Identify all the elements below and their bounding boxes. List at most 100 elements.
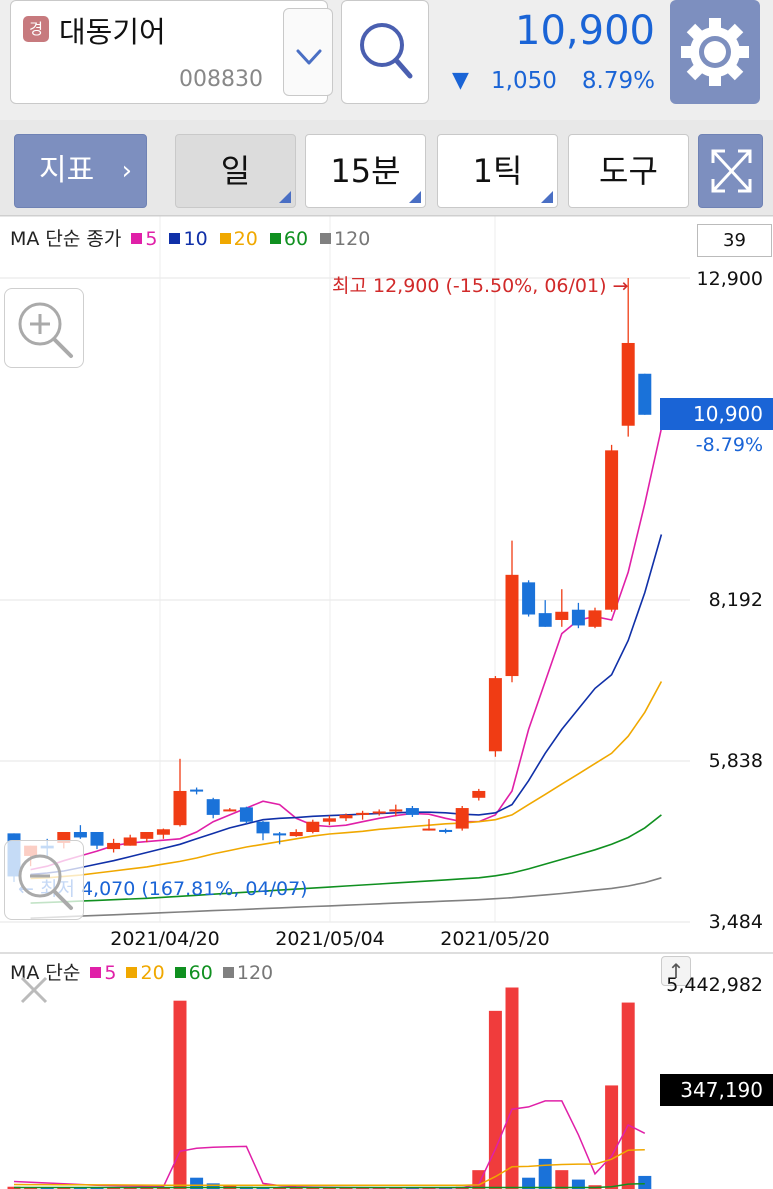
volume-ma-legend[interactable]: MA 단순 5 20 60 120 [10,958,273,985]
volume-bar [505,987,519,1189]
zoom-out-icon [18,854,73,910]
chart-area[interactable]: MA 단순 종가 5 10 20 60 120 39 최고 12,900 (-15.50%… [0,216,773,1189]
volume-bar [555,1170,569,1189]
settings-button[interactable] [670,0,760,104]
stock-dropdown-button[interactable] [283,8,333,96]
ma-legend-label: 60 [283,228,309,250]
candle-body [522,582,536,615]
candle-body [638,373,652,415]
candle-body [57,831,71,843]
x-axis-tick-label: 2021/05/20 [440,928,550,950]
zoom-in-icon [18,302,73,358]
volume-bar [356,1187,370,1189]
candle-body [256,821,270,834]
candle-body [223,809,237,812]
period-15min-button[interactable]: 15분 [305,134,426,208]
period-tick-button[interactable]: 1틱 [437,134,558,208]
candle-body [206,799,220,815]
dropdown-corner-icon [409,191,421,203]
ma-legend-swatch [131,233,143,244]
volume-bar [173,1000,187,1189]
stock-code: 008830 [179,67,263,92]
price-volume-chart[interactable] [0,216,773,1189]
candle-body [439,829,453,832]
candle-count-box[interactable]: 39 [697,224,772,257]
candle-body [588,610,602,627]
ma-legend-swatch [169,233,181,244]
ma-20-line [30,681,663,880]
candle-body [239,807,253,822]
close-indicator-button[interactable] [4,938,62,1018]
volume-bar [571,1179,585,1189]
current-price-marker: 10,900 [660,398,773,430]
gear-icon [681,18,749,86]
candle-body [289,831,303,837]
volume-legend-title: MA 단순 [10,962,81,984]
price-change: 1,050 [491,68,557,94]
volume-bar [123,1187,137,1189]
candle-body [389,809,403,812]
ma-60-line [30,814,662,904]
chevron-right-icon: › [121,156,132,186]
market-badge: 경 [23,16,49,42]
volume-ma-legend-swatch [174,967,186,978]
candle-body [190,789,204,792]
period-15min-label: 15분 [330,152,401,190]
volume-bar [90,1187,104,1189]
current-pct-marker: -8.79% [695,434,763,456]
candle-body [488,678,502,752]
volume-bar [190,1177,204,1189]
y-axis-tick-label: 3,484 [708,911,763,933]
quote-header: 경 대동기어 008830 10,900 ▼ 1,050 8.79% [0,0,773,120]
period-day-label: 일 [220,152,251,190]
candle-body [322,818,336,822]
volume-bar [206,1183,220,1189]
y-axis-tick-label: 8,192 [708,589,763,611]
stock-name-box[interactable]: 경 대동기어 008830 [10,0,333,104]
volume-bar [522,1177,536,1189]
ma-legend-label: 120 [334,228,371,250]
volume-ma-legend-label: 60 [188,962,213,984]
candle-body [123,837,137,846]
tools-button[interactable]: 도구 [568,134,689,208]
volume-bar [621,1002,635,1189]
candle-body [356,812,370,815]
candle-body [173,790,187,826]
chevron-down-icon [296,49,322,65]
y-axis-tick-label: 5,838 [708,750,763,772]
volume-bar [488,1010,502,1189]
scroll-up-button[interactable]: ↑ [661,956,691,986]
candle-body [107,842,121,850]
volume-ma20-line [13,1149,645,1186]
volume-bar [605,1085,619,1189]
ma-legend-title: MA 단순 종가 [10,228,122,250]
zoom-in-button[interactable] [4,288,84,368]
volume-bar [107,1187,121,1189]
volume-ma60-line [14,1182,645,1189]
volume-axis-max-label: 5,442,982 [666,974,763,996]
dropdown-corner-icon [279,191,291,203]
indicator-button[interactable]: 지표 › [14,134,147,208]
expand-button[interactable] [698,134,763,208]
stock-name: 대동기어 [59,15,166,49]
candle-body [73,831,87,838]
candle-body [555,611,569,620]
ma-legend-label: 20 [233,228,258,250]
x-axis-tick-label: 2021/04/20 [110,928,220,950]
high-price-note: 최고 12,900 (-15.50%, 06/01) → [332,275,629,297]
period-day-button[interactable]: 일 [175,134,296,208]
zoom-out-button[interactable] [4,840,84,920]
volume-bar [538,1158,552,1189]
candle-body [339,814,353,819]
volume-bar [156,1187,170,1189]
ma-legend-swatch [219,233,231,244]
search-icon [360,23,413,79]
candle-body [273,833,287,836]
search-button[interactable] [341,0,429,104]
ma-legend[interactable]: MA 단순 종가 5 10 20 60 120 [10,224,372,251]
ma-legend-label: 10 [183,228,208,250]
candle-body [472,790,486,798]
current-volume-marker: 347,190 [660,1074,773,1106]
chart-toolbar: 지표 › 일 15분 1틱 도구 [0,120,773,216]
